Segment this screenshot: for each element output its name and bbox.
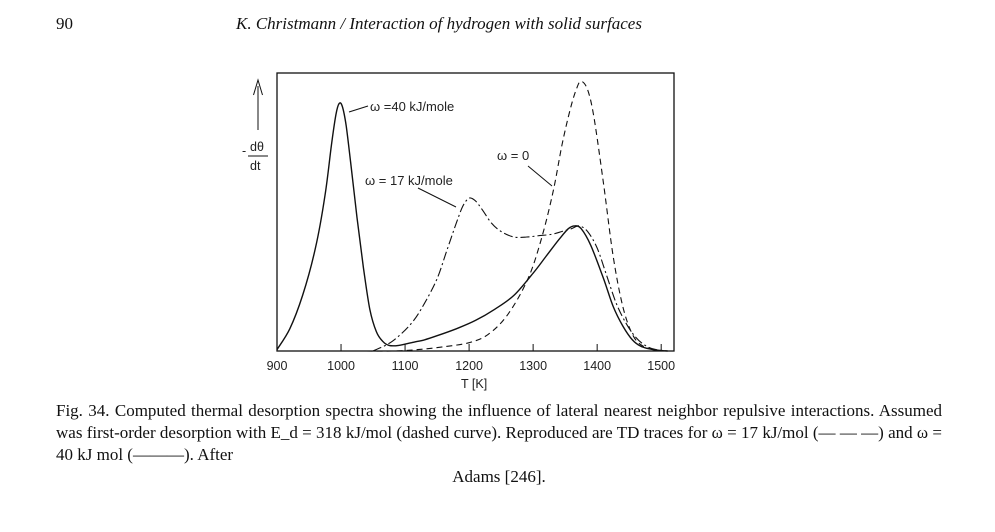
series-line-dashed <box>366 80 668 352</box>
x-tick-label: 1200 <box>455 359 483 373</box>
x-tick-label: 1100 <box>392 359 419 373</box>
y-axis-label-minus: - <box>242 144 246 158</box>
series-line-dash-dot <box>372 197 668 352</box>
caption-line-1: Fig. 34. Computed thermal desorption spe… <box>56 401 718 420</box>
series-line-solid <box>276 102 668 352</box>
plot-frame <box>276 72 675 352</box>
annotation-leaders <box>348 105 553 208</box>
caption-line-2: repulsive interactions. Assumed was firs… <box>56 401 943 442</box>
y-axis-label-numerator: dθ <box>250 140 264 154</box>
x-axis-ticks: 900 1000 1100 1200 1300 1400 1500 <box>267 344 675 373</box>
caption-line-3: Reproduced are TD traces for ω = 17 kJ/m… <box>56 423 942 464</box>
y-axis-label-denominator: dt <box>250 159 261 173</box>
x-tick-label: 1500 <box>647 359 675 373</box>
annotation-omega-17: ω = 17 kJ/mole <box>365 173 453 188</box>
x-tick-label: 1000 <box>327 359 355 373</box>
x-tick-label: 900 <box>267 359 288 373</box>
x-axis-label: T [K] <box>461 377 487 391</box>
x-tick-label: 1400 <box>583 359 611 373</box>
chart-curves <box>276 80 668 352</box>
leader-omega-40 <box>348 105 369 113</box>
figure-caption: Fig. 34. Computed thermal desorption spe… <box>56 400 942 488</box>
running-head: K. Christmann / Interaction of hydrogen … <box>236 14 642 33</box>
y-axis-arrow-head <box>253 78 263 96</box>
leader-omega-17 <box>417 187 457 208</box>
leader-omega-0 <box>527 165 553 187</box>
caption-line-4: Adams [246]. <box>452 467 546 486</box>
page-number: 90 <box>56 14 73 33</box>
x-tick-label: 1300 <box>519 359 547 373</box>
desorption-spectra-chart: 900 1000 1100 1200 1300 1400 1500 - dθ dt T [K… <box>242 72 675 391</box>
annotation-omega-40: ω =40 kJ/mole <box>370 99 454 114</box>
annotation-omega-0: ω = 0 <box>497 148 529 163</box>
